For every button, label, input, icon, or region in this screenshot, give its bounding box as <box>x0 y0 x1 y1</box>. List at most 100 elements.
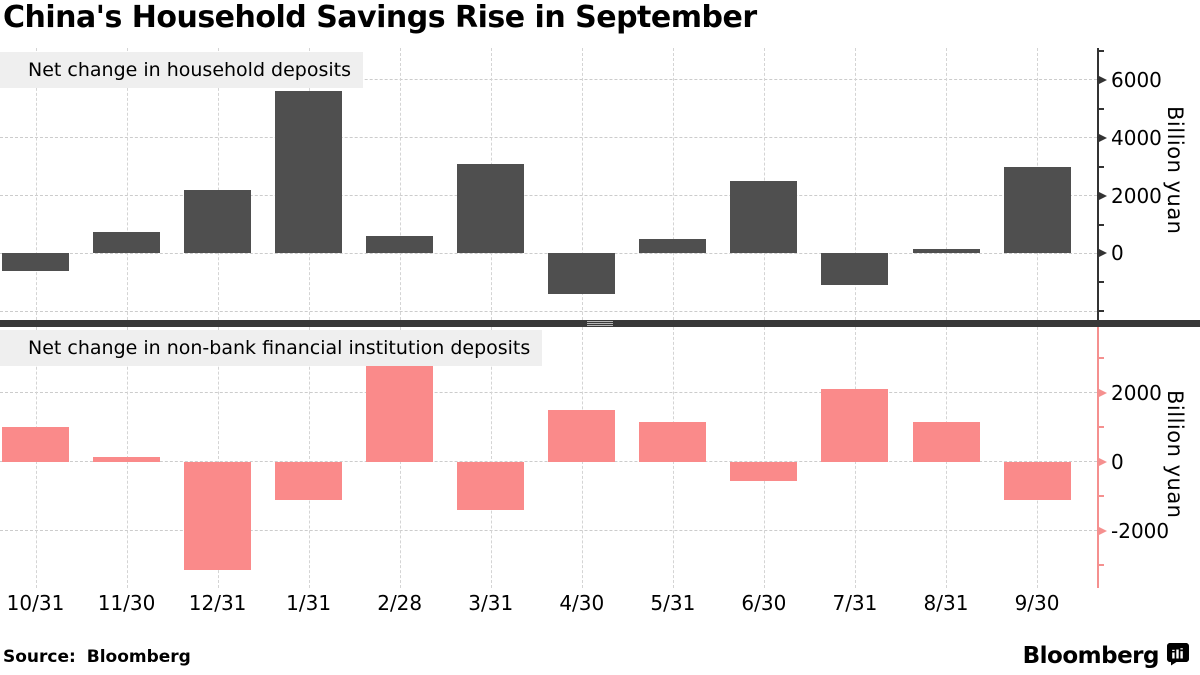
y-minor-tick <box>1098 165 1104 168</box>
household-deposits-chart: 0 2000 4000 6000 <box>0 48 1200 320</box>
y-tick-label: 4000 <box>1111 125 1162 150</box>
y-minor-tick <box>1098 495 1104 498</box>
y-minor-tick <box>1098 49 1104 52</box>
y-tick <box>1099 388 1107 397</box>
chart-bar-8/31 <box>912 422 980 462</box>
y-gridline <box>0 392 1097 394</box>
y-tick-label: 6000 <box>1111 67 1162 92</box>
grip-line <box>587 321 613 322</box>
bloomberg-terminal-icon <box>1166 642 1190 670</box>
x-tick-label: 9/30 <box>1014 591 1060 615</box>
legend-label: Net change in household deposits <box>28 59 352 81</box>
y-axis-title-top: Billion yuan <box>1163 106 1187 235</box>
x-tick-label: 2/28 <box>377 591 423 615</box>
y-tick-label: 2000 <box>1111 183 1162 208</box>
chart-bar-8/31 <box>912 249 980 254</box>
x-gridline <box>217 48 219 320</box>
x-gridline <box>126 48 128 320</box>
chart-bar-11/30 <box>93 456 161 462</box>
y-tick <box>1099 249 1107 258</box>
y-minor-tick <box>1098 310 1104 313</box>
panel-divider-handle[interactable] <box>587 321 613 326</box>
y-gridline <box>0 530 1097 532</box>
y-gridline <box>0 195 1097 197</box>
x-gridline <box>581 48 583 320</box>
y-tick <box>1099 457 1107 466</box>
x-gridline <box>854 48 856 320</box>
x-gridline <box>1037 327 1039 588</box>
grip-line <box>587 325 613 326</box>
y-gridline <box>0 310 1097 312</box>
legend-label: Net change in non-bank financial institu… <box>28 337 531 359</box>
x-gridline <box>672 48 674 320</box>
grip-line <box>587 323 613 324</box>
page-title: China's Household Savings Rise in Septem… <box>3 0 757 35</box>
chart-bar-3/31 <box>457 461 525 510</box>
chart-bar-3/31 <box>457 163 525 254</box>
y-minor-tick <box>1098 107 1104 110</box>
y-tick <box>1099 526 1107 535</box>
x-tick-label: 5/31 <box>650 591 696 615</box>
y-minor-tick <box>1098 281 1104 284</box>
y-gridline <box>0 461 1097 463</box>
y-tick <box>1099 133 1107 142</box>
x-tick-label: 10/31 <box>6 591 65 615</box>
y-tick <box>1099 75 1107 84</box>
chart-bar-7/31 <box>821 389 889 462</box>
x-tick-label: 11/30 <box>97 591 156 615</box>
chart-bar-9/30 <box>1003 461 1071 500</box>
chart-bar-9/30 <box>1003 166 1071 254</box>
bloomberg-logo: Bloomberg <box>1023 642 1190 670</box>
y-axis-title-bottom: Billion yuan <box>1163 390 1187 519</box>
y-minor-tick <box>1098 426 1104 429</box>
x-gridline <box>399 48 401 320</box>
chart-bar-12/31 <box>184 189 252 254</box>
chart-bar-4/30 <box>548 253 616 294</box>
y-tick-label: 2000 <box>1111 380 1162 405</box>
chart-bar-4/30 <box>548 409 616 462</box>
x-tick-label: 6/30 <box>741 591 787 615</box>
chart-bar-11/30 <box>93 231 161 254</box>
x-tick-label: 3/31 <box>468 591 514 615</box>
x-tick-label: 12/31 <box>188 591 247 615</box>
legend-swatch-dark-icon <box>8 64 21 77</box>
x-gridline <box>217 327 219 588</box>
chart-bar-12/31 <box>184 461 252 571</box>
x-tick-label: 1/31 <box>286 591 332 615</box>
x-gridline <box>35 48 37 320</box>
y-axis-line <box>1097 327 1099 588</box>
chart-bar-6/30 <box>730 181 798 254</box>
x-gridline <box>946 48 947 320</box>
x-tick-label: 8/31 <box>923 591 969 615</box>
y-axis-line <box>1097 48 1099 320</box>
x-tick-label: 7/31 <box>832 591 878 615</box>
chart-bar-10/31 <box>2 253 69 271</box>
chart-bar-7/31 <box>821 253 889 286</box>
nonbank-deposits-chart: 2000 0 -2000 <box>0 327 1200 588</box>
chart-bar-1/31 <box>275 461 343 500</box>
y-tick-label: -2000 <box>1111 518 1170 543</box>
chart-bar-5/31 <box>639 238 707 254</box>
x-gridline <box>308 327 310 588</box>
bloomberg-logo-text: Bloomberg <box>1022 643 1160 669</box>
y-minor-tick <box>1098 564 1104 567</box>
chart-bar-1/31 <box>275 91 343 254</box>
legend-household-deposits: Net change in household deposits <box>0 52 364 88</box>
x-gridline <box>763 327 765 588</box>
x-axis: 10/31 11/30 12/31 1/31 2/28 3/31 4/30 5/31 6/30 7… <box>0 591 1200 617</box>
chart-bar-2/28 <box>366 365 434 462</box>
source-note: Source: Bloomberg <box>3 647 191 667</box>
legend-swatch-pink-icon <box>8 342 21 355</box>
y-minor-tick <box>1098 357 1104 360</box>
y-gridline <box>0 79 1097 81</box>
y-tick <box>1099 191 1107 200</box>
x-gridline <box>490 327 492 588</box>
chart-bar-10/31 <box>2 427 69 462</box>
y-minor-tick <box>1098 223 1104 226</box>
chart-bar-5/31 <box>639 422 707 462</box>
y-gridline <box>0 137 1097 139</box>
chart-bar-6/30 <box>730 461 798 481</box>
x-tick-label: 4/30 <box>559 591 605 615</box>
legend-nonbank-deposits: Net change in non-bank financial institu… <box>0 330 543 366</box>
